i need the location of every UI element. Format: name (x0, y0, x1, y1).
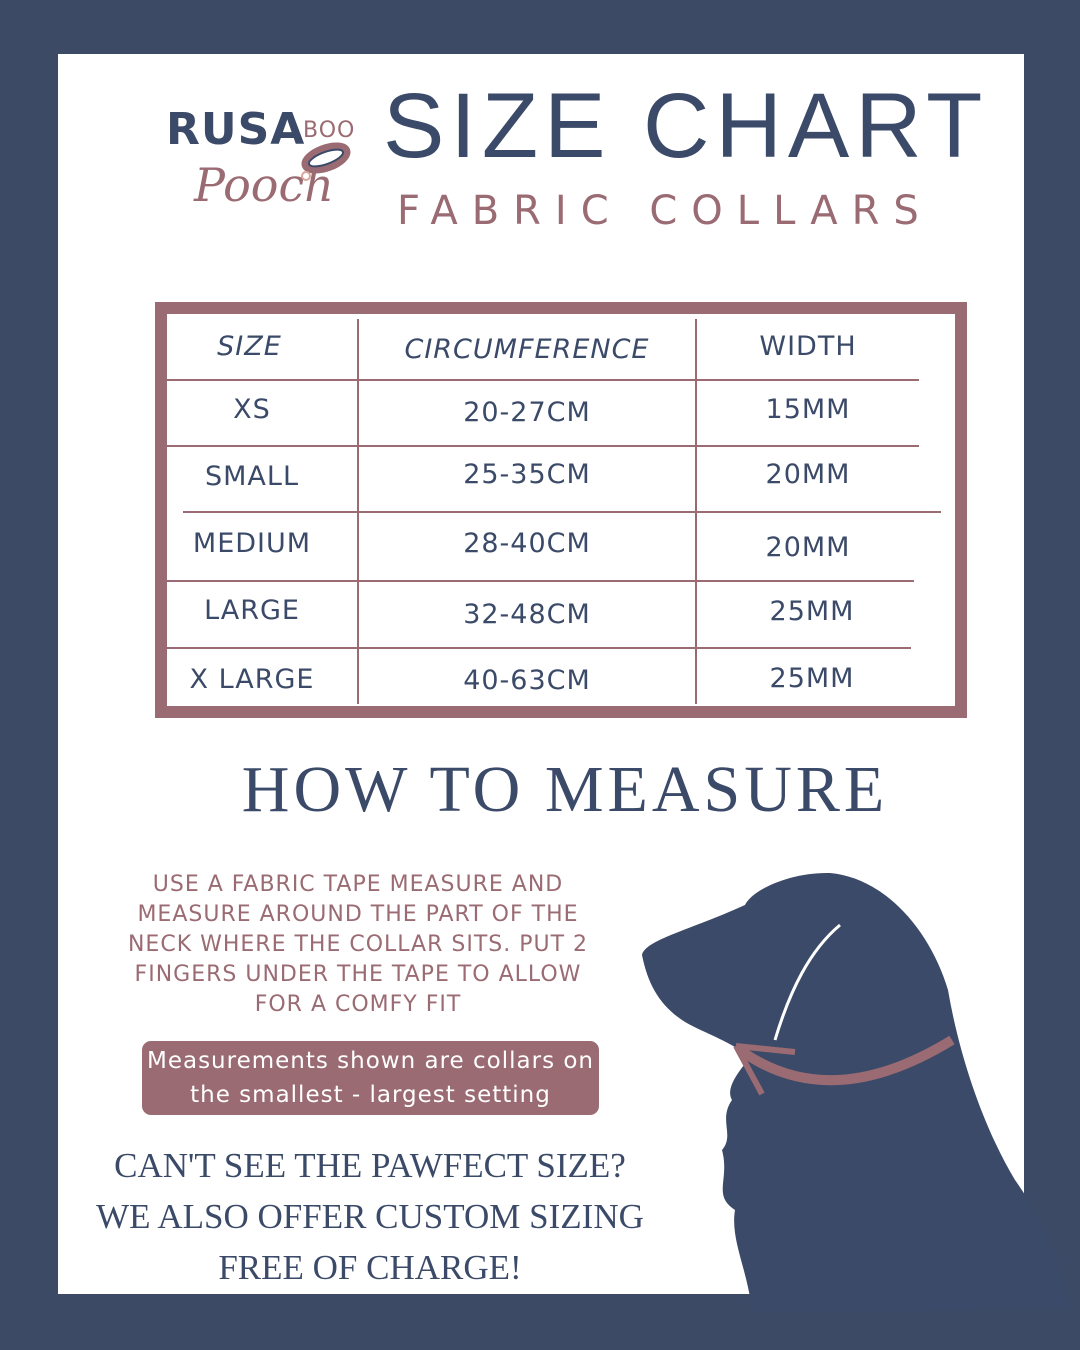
row-divider (167, 647, 911, 649)
row-xlarge-width: 25MM (769, 663, 855, 694)
how-to-measure-title: HOW TO MEASURE (241, 753, 889, 826)
header-width: WIDTH (759, 331, 857, 362)
row-divider (167, 379, 919, 381)
setting-note-badge: Measurements shown are collars on the sm… (142, 1041, 599, 1115)
dog-body (642, 872, 1072, 1312)
page-title: SIZE CHART (383, 75, 989, 177)
row-xs-size: XS (233, 394, 271, 425)
row-medium-width: 20MM (765, 532, 851, 563)
row-medium-circ: 28-40CM (463, 528, 591, 559)
header-size: SIZE (217, 331, 282, 362)
row-large-circ: 32-48CM (463, 599, 591, 630)
row-small-width: 20MM (765, 459, 851, 490)
page-subtitle: FABRIC COLLARS (397, 188, 933, 234)
row-small-size: SMALL (205, 461, 299, 492)
row-large-size: LARGE (204, 595, 300, 626)
arrowhead (733, 1043, 796, 1096)
row-xlarge-circ: 40-63CM (463, 665, 591, 696)
custom-sizing-text: CAN'T SEE THE PAWFECT SIZE? WE ALSO OFFE… (96, 1146, 644, 1287)
row-divider (167, 580, 914, 582)
logo-boo: BOO (303, 118, 356, 143)
row-xs-width: 15MM (765, 394, 851, 425)
row-small-circ: 25-35CM (463, 459, 591, 490)
fur-highlight (773, 923, 841, 1041)
logo-rusa: RUSA (166, 104, 306, 155)
collar-icon (301, 142, 351, 181)
row-medium-size: MEDIUM (192, 528, 312, 559)
header-circumference: CIRCUMFERENCE (404, 334, 650, 365)
row-xs-circ: 20-27CM (463, 397, 591, 428)
measure-instructions: USE A FABRIC TAPE MEASURE AND MEASURE AR… (127, 872, 589, 1017)
size-table: SIZE CIRCUMFERENCE WIDTH XS 20-27CM 15MM… (155, 302, 967, 718)
row-xlarge-size: X LARGE (189, 664, 315, 695)
logo: RUSA BOO Pooch (166, 100, 366, 240)
collar-arrow-icon (737, 1035, 955, 1086)
row-large-width: 25MM (769, 596, 855, 627)
row-divider (183, 511, 941, 513)
row-divider (167, 445, 919, 447)
